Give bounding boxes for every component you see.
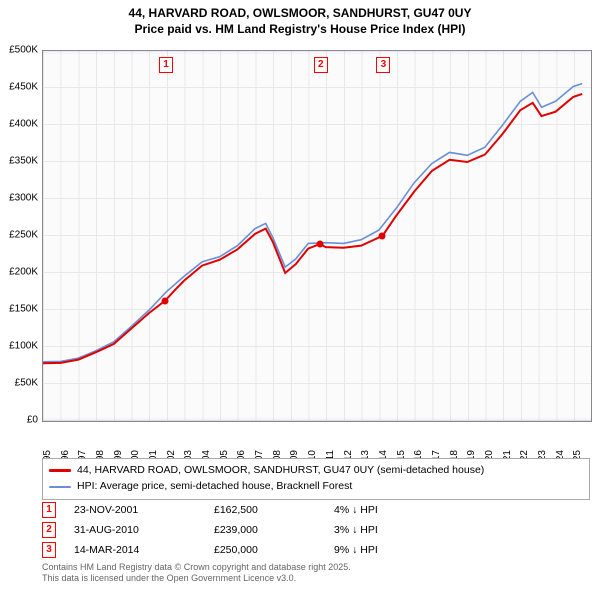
sale-marker-box: 1 <box>159 57 173 73</box>
y-tick-label: £50K <box>15 378 38 389</box>
chart-svg <box>43 51 591 421</box>
y-tick-label: £450K <box>9 82 38 93</box>
sale-row-box: 2 <box>42 522 56 538</box>
sale-row-vs-hpi: 3% ↓ HPI <box>334 524 454 536</box>
title-line-1: 44, HARVARD ROAD, OWLSMOOR, SANDHURST, G… <box>0 6 600 22</box>
sale-marker-box: 3 <box>376 57 390 73</box>
sale-row-box: 1 <box>42 502 56 518</box>
title-line-2: Price paid vs. HM Land Registry's House … <box>0 22 600 38</box>
container: 44, HARVARD ROAD, OWLSMOOR, SANDHURST, G… <box>0 0 600 590</box>
y-tick-label: £150K <box>9 304 38 315</box>
y-tick-label: £400K <box>9 119 38 130</box>
y-tick-label: £0 <box>27 415 38 426</box>
y-tick-label: £350K <box>9 156 38 167</box>
legend-label-property: 44, HARVARD ROAD, OWLSMOOR, SANDHURST, G… <box>77 463 484 479</box>
title-block: 44, HARVARD ROAD, OWLSMOOR, SANDHURST, G… <box>0 0 600 37</box>
sale-row-date: 31-AUG-2010 <box>74 524 214 536</box>
y-tick-label: £300K <box>9 193 38 204</box>
sale-row-box: 3 <box>42 542 56 558</box>
sale-marker-dot <box>161 297 168 304</box>
y-tick-label: £250K <box>9 230 38 241</box>
y-tick-label: £100K <box>9 341 38 352</box>
y-axis-labels: £0£50K£100K£150K£200K£250K£300K£350K£400… <box>0 50 40 420</box>
sale-marker-dot <box>379 233 386 240</box>
sale-rows: 1 23-NOV-2001£162,5004% ↓ HPI 2 31-AUG-2010… <box>42 500 590 560</box>
legend-row-hpi: HPI: Average price, semi-detached house,… <box>49 479 583 495</box>
sale-row-price: £250,000 <box>214 544 334 556</box>
y-tick-label: £500K <box>9 45 38 56</box>
legend-swatch-property <box>49 469 71 472</box>
legend: 44, HARVARD ROAD, OWLSMOOR, SANDHURST, G… <box>42 458 590 500</box>
sale-row: 3 14-MAR-2014£250,0009% ↓ HPI <box>42 540 590 560</box>
footer-line-2: This data is licensed under the Open Gov… <box>42 573 590 584</box>
legend-row-property: 44, HARVARD ROAD, OWLSMOOR, SANDHURST, G… <box>49 463 583 479</box>
sale-row-price: £162,500 <box>214 504 334 516</box>
sale-row-price: £239,000 <box>214 524 334 536</box>
sale-row: 2 31-AUG-2010£239,0003% ↓ HPI <box>42 520 590 540</box>
sale-row-vs-hpi: 9% ↓ HPI <box>334 544 454 556</box>
sale-row-vs-hpi: 4% ↓ HPI <box>334 504 454 516</box>
y-tick-label: £200K <box>9 267 38 278</box>
sale-marker-dot <box>316 241 323 248</box>
line-property <box>43 94 582 363</box>
sale-row-date: 23-NOV-2001 <box>74 504 214 516</box>
sale-row-date: 14-MAR-2014 <box>74 544 214 556</box>
sale-row: 1 23-NOV-2001£162,5004% ↓ HPI <box>42 500 590 520</box>
footer-line-1: Contains HM Land Registry data © Crown c… <box>42 562 590 573</box>
footer: Contains HM Land Registry data © Crown c… <box>42 562 590 585</box>
legend-label-hpi: HPI: Average price, semi-detached house,… <box>77 479 352 495</box>
legend-swatch-hpi <box>49 486 71 488</box>
chart-plot-area: 1 2 3 <box>42 50 592 422</box>
x-axis-labels: 1995199619971998199920002001200220032004… <box>42 422 590 456</box>
sale-marker-box: 2 <box>314 57 328 73</box>
line-hpi <box>43 84 582 362</box>
